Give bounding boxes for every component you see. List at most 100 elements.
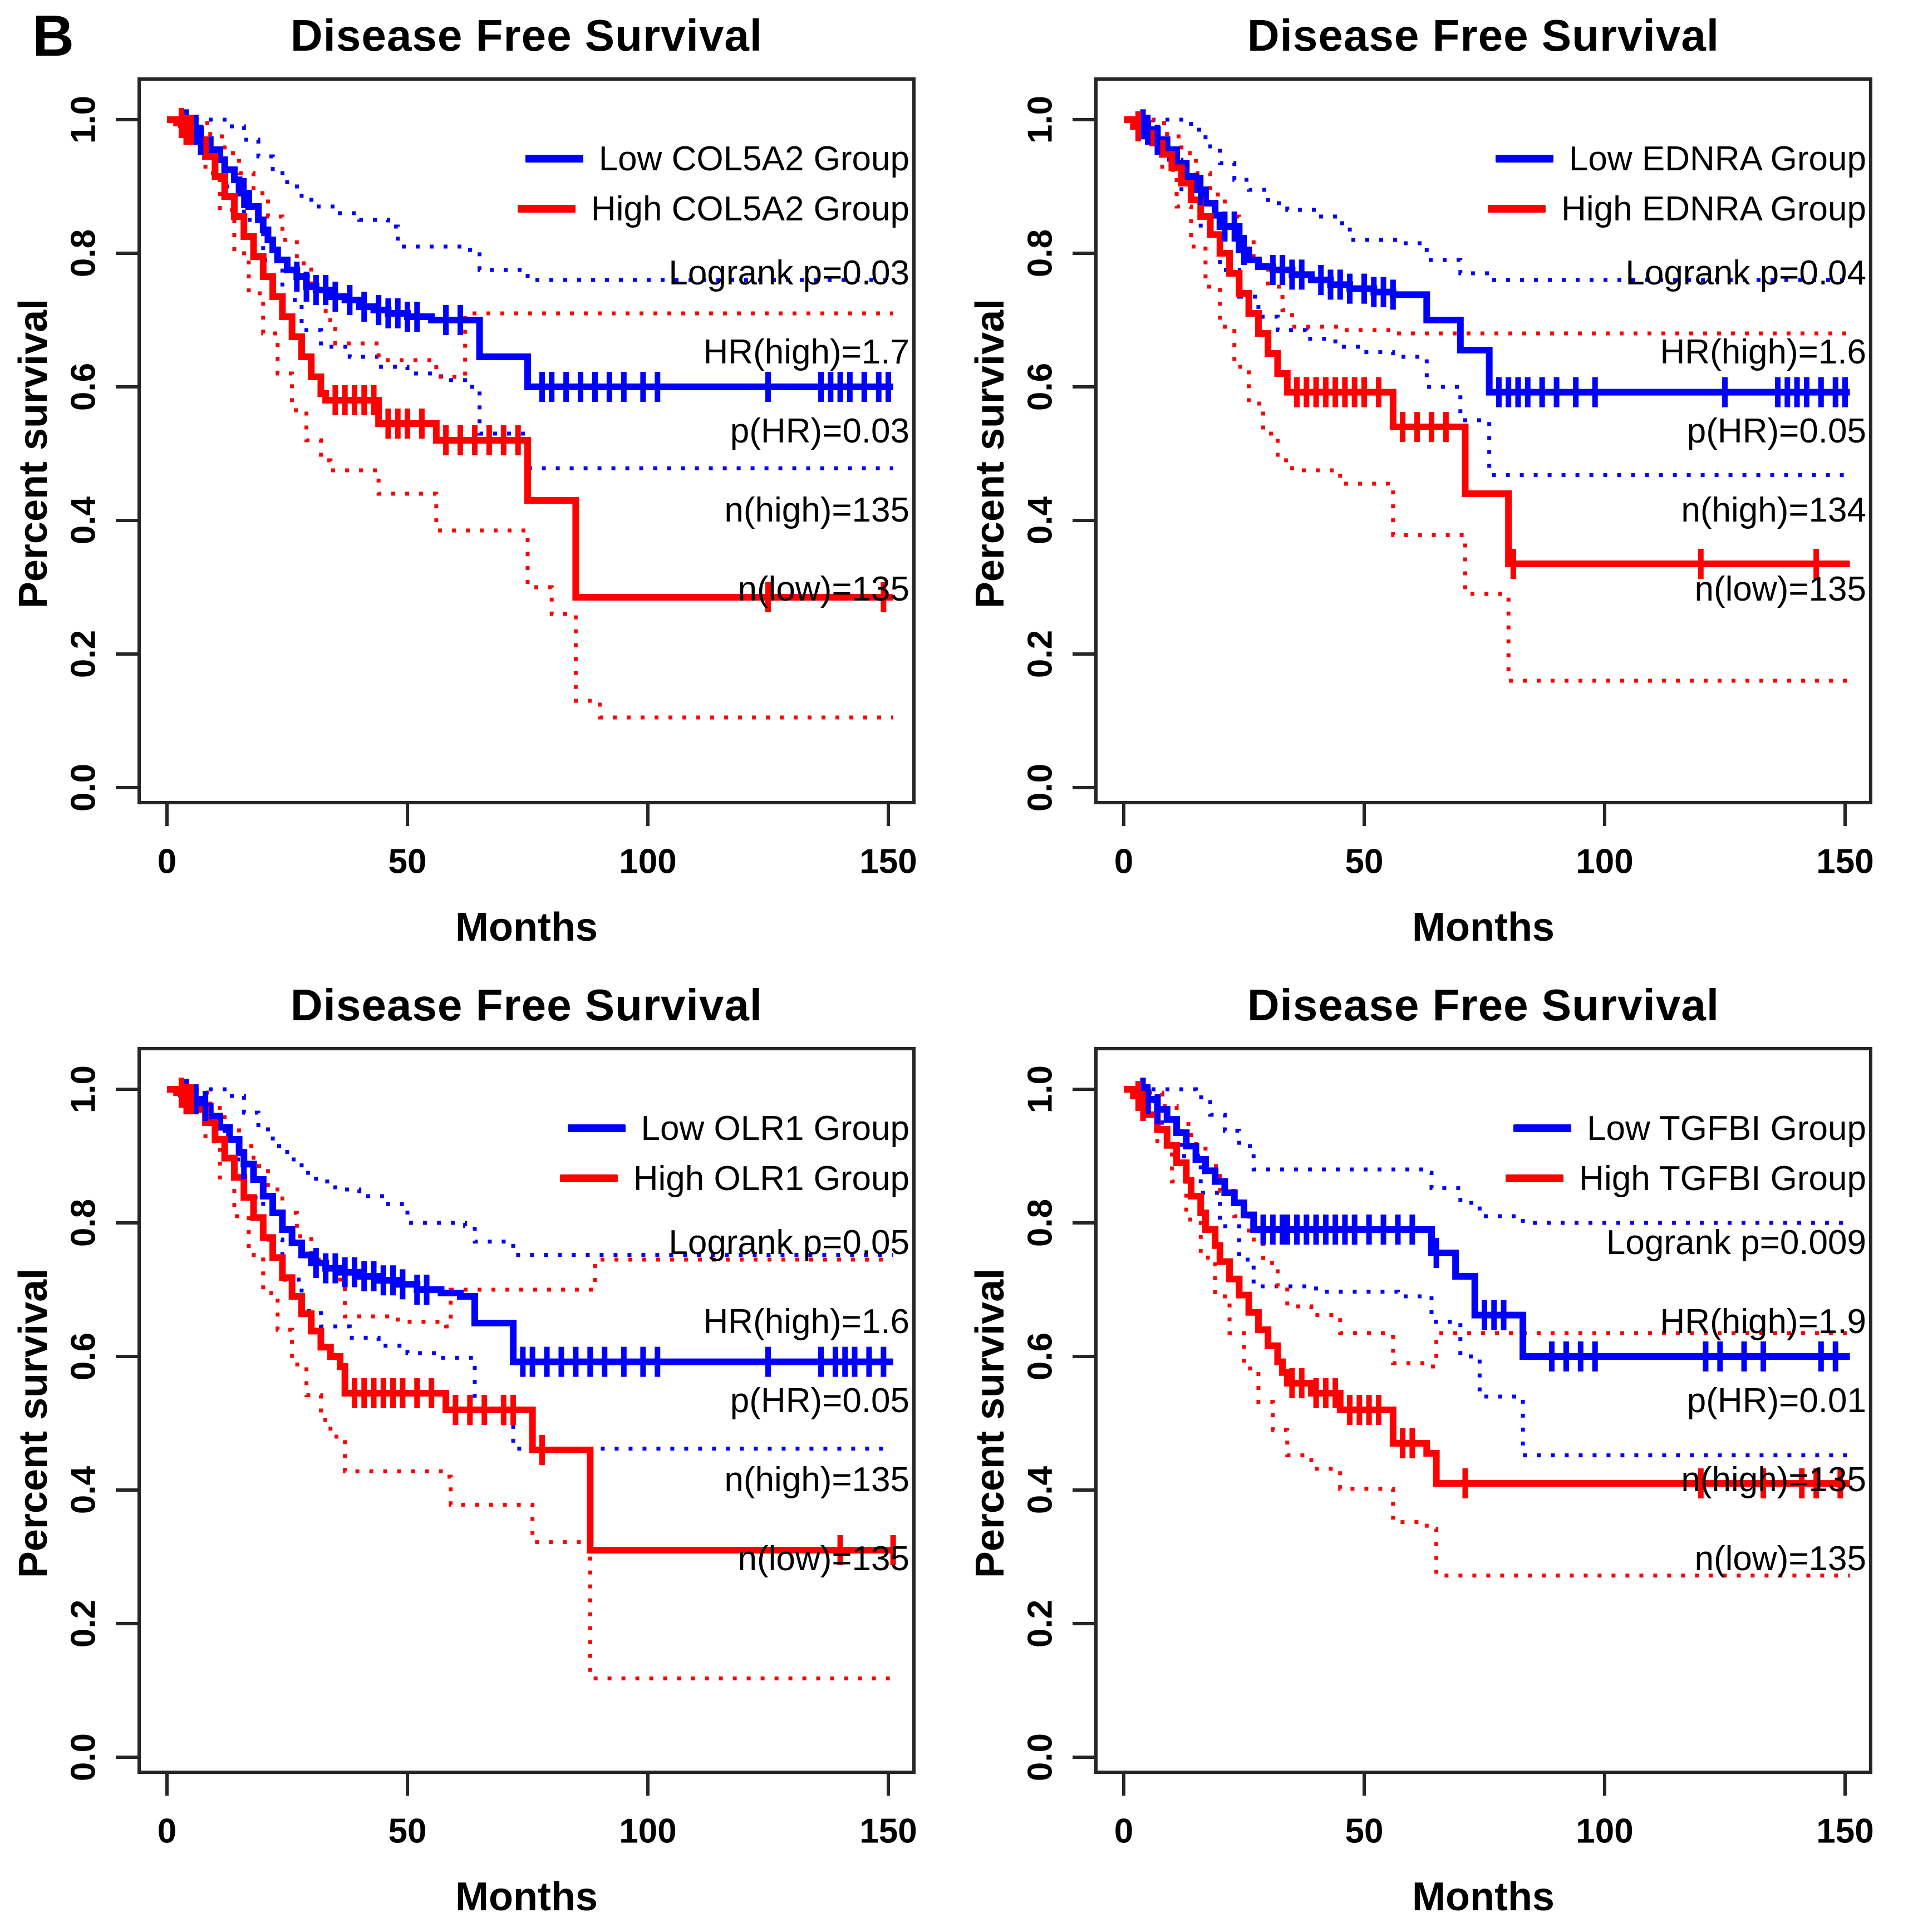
y-axis-title: Percent survival [11,298,56,609]
km-panel-col5a2: Disease Free Survival 1.0 0.8 0.6 0.4 0.… [0,0,956,956]
y-tick-label: 0.4 [1021,1466,1060,1515]
stat-n-low: n(low)=135 [737,570,909,608]
chart-title: Disease Free Survival [290,980,763,1030]
x-tick-label: 0 [157,842,177,881]
stat-hr-high: HR(high)=1.9 [1660,1302,1866,1341]
y-tick-label: 0.4 [64,1466,103,1515]
x-tick-label: 0 [1114,842,1134,881]
x-axis-title: Months [1412,1875,1555,1919]
legend-label-high: High EDNRA Group [1561,189,1866,228]
y-tick-label: 0.6 [64,362,103,411]
high-group-line-swatch [1506,1174,1564,1182]
low-group-line-swatch [1495,155,1553,163]
low-group-line-swatch [1513,1124,1572,1132]
chart-title: Disease Free Survival [1247,11,1720,60]
legend-item-high-group: High OLR1 Group [559,1153,909,1203]
y-tick-label: 0.0 [64,763,103,812]
stat-logrank-p: Logrank p=0.05 [668,1223,909,1262]
legend-item-low-group: Low EDNRA Group [1488,134,1866,184]
km-plot-ednra [1073,77,1872,826]
legend-item-low-group: Low COL5A2 Group [518,134,909,184]
y-tick-label: 0.6 [1021,1332,1060,1381]
stat-p-hr: p(HR)=0.01 [1686,1382,1866,1420]
y-tick-label: 0.4 [64,496,103,545]
km-panel-tgfbi: Disease Free Survival 1.0 0.8 0.6 0.4 0.… [957,970,1913,1925]
y-tick-label: 0.8 [64,229,103,278]
stat-logrank-p: Logrank p=0.04 [1625,254,1866,292]
chart-title: Disease Free Survival [1247,980,1720,1030]
x-axis-title: Months [455,905,598,950]
km-plot-olr1 [116,1047,916,1796]
legend-label-low: Low COL5A2 Group [598,139,909,178]
legend-item-low-group: Low OLR1 Group [560,1103,909,1153]
y-axis-title: Percent survival [968,1268,1012,1579]
legend-label-low: Low TGFBI Group [1587,1109,1866,1148]
y-tick-label: 0.6 [64,1332,103,1381]
km-panel-olr1: Disease Free Survival 1.0 0.8 0.6 0.4 0.… [0,970,956,1925]
legend: Low COL5A2 Group High COL5A2 Group Logra… [517,134,909,629]
km-plot-tgfbi [1073,1047,1872,1796]
high-group-line-swatch [559,1174,618,1182]
low-group-line-swatch [525,155,583,163]
y-tick-label: 0.8 [1021,229,1060,278]
x-tick-label: 100 [1576,1812,1634,1851]
x-tick-label: 50 [1345,842,1384,881]
y-tick-label: 0.8 [1021,1198,1060,1247]
legend-item-high-group: High COL5A2 Group [517,184,909,234]
stat-hr-high: HR(high)=1.6 [703,1302,909,1341]
legend-item-high-group: High EDNRA Group [1488,184,1866,234]
y-tick-label: 0.0 [1021,763,1060,812]
stat-p-hr: p(HR)=0.05 [1686,412,1866,450]
y-axis-title: Percent survival [968,298,1012,609]
legend-label-high: High COL5A2 Group [591,189,909,228]
y-tick-label: 1.0 [1021,95,1060,144]
x-tick-label: 150 [859,842,917,881]
stat-logrank-p: Logrank p=0.009 [1606,1223,1866,1262]
x-tick-label: 0 [1114,1812,1134,1851]
stat-n-low: n(low)=135 [737,1540,909,1578]
legend: Low OLR1 Group High OLR1 Group Logrank p… [559,1103,909,1599]
x-tick-label: 150 [1816,842,1874,881]
y-tick-label: 1.0 [64,95,103,144]
x-tick-label: 100 [619,1812,677,1851]
stat-n-low: n(low)=135 [1694,1540,1866,1578]
stat-n-high: n(high)=135 [724,491,909,529]
stat-n-high: n(high)=134 [1681,491,1866,529]
x-tick-label: 100 [619,842,677,881]
legend: Low EDNRA Group High EDNRA Group Logrank… [1488,134,1866,629]
stat-n-high: n(high)=135 [724,1461,909,1499]
y-tick-label: 0.2 [64,1599,103,1648]
km-plot-col5a2 [116,77,916,826]
x-tick-label: 150 [859,1812,917,1851]
legend-label-low: Low EDNRA Group [1568,139,1866,178]
y-axis-title: Percent survival [11,1268,56,1579]
legend-item-low-group: Low TGFBI Group [1506,1103,1866,1153]
legend-label-high: High OLR1 Group [633,1159,909,1198]
stat-logrank-p: Logrank p=0.03 [668,254,909,292]
x-tick-label: 50 [388,1812,427,1851]
y-tick-label: 0.2 [1021,630,1060,679]
low-group-line-swatch [567,1124,626,1132]
y-tick-label: 0.6 [1021,362,1060,411]
y-tick-label: 1.0 [64,1065,103,1114]
legend: Low TGFBI Group High TGFBI Group Logrank… [1506,1103,1866,1599]
stat-hr-high: HR(high)=1.7 [703,333,909,371]
stat-n-low: n(low)=135 [1694,570,1866,608]
legend-item-high-group: High TGFBI Group [1506,1153,1866,1203]
x-tick-label: 0 [157,1812,177,1851]
y-tick-label: 0.2 [1021,1599,1060,1648]
chart-title: Disease Free Survival [290,11,763,60]
x-tick-label: 50 [1345,1812,1384,1851]
y-tick-label: 0.2 [64,630,103,679]
figure-label: B [32,4,75,68]
x-tick-label: 150 [1816,1812,1874,1851]
legend-label-low: Low OLR1 Group [641,1109,909,1148]
y-tick-label: 0.0 [64,1733,103,1782]
stat-p-hr: p(HR)=0.03 [730,412,909,450]
km-panel-ednra: Disease Free Survival 1.0 0.8 0.6 0.4 0.… [957,0,1913,956]
x-tick-label: 100 [1576,842,1634,881]
y-tick-label: 1.0 [1021,1065,1060,1114]
stat-hr-high: HR(high)=1.6 [1660,333,1866,371]
legend-label-high: High TGFBI Group [1579,1159,1866,1198]
